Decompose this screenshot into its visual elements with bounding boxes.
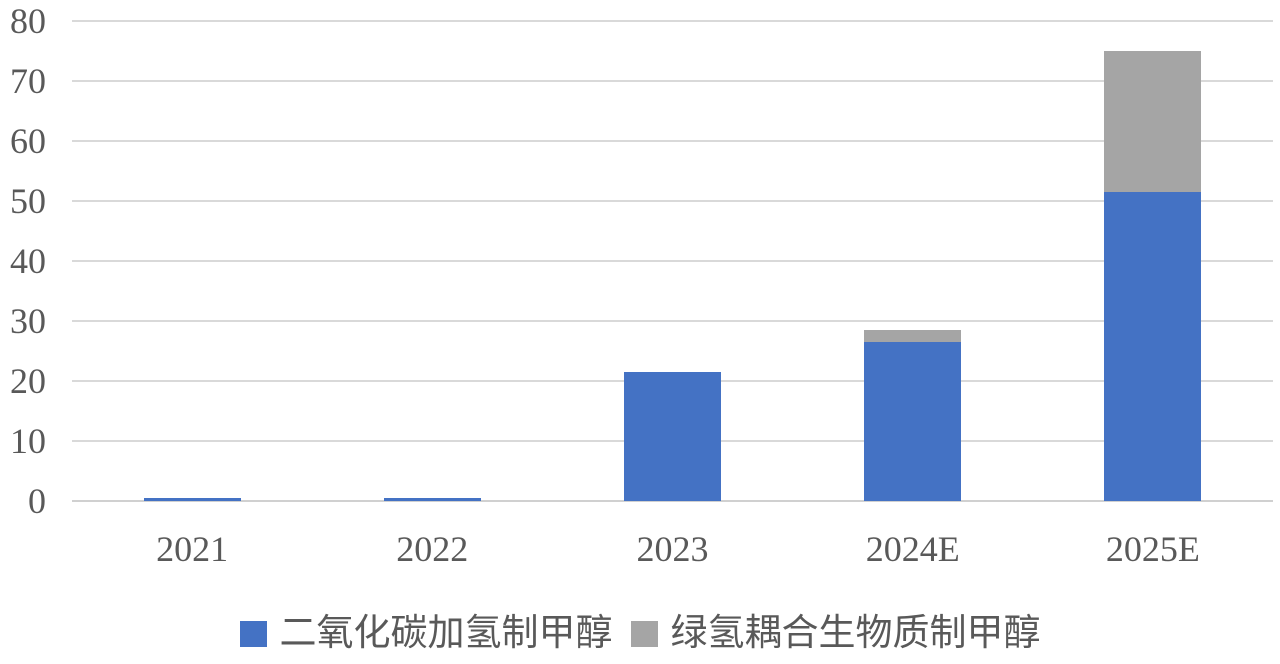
y-axis-label-70: 70	[10, 61, 46, 101]
legend-item-series1: 绿氢耦合生物质制甲醇	[630, 604, 1041, 664]
bar-2023	[624, 372, 721, 501]
y-axis-label-80: 80	[10, 1, 46, 41]
plot-area	[72, 20, 1273, 502]
x-axis-label-2022: 2022	[396, 529, 469, 569]
gridline-y70	[72, 80, 1273, 82]
bar-segment-2023-series0	[624, 372, 721, 501]
bar-segment-2022-series0	[383, 498, 481, 501]
x-axis-label-2021: 2021	[156, 529, 229, 569]
bar-segment-2025E-series1	[1104, 51, 1202, 192]
gridline-y0	[72, 500, 1273, 502]
y-axis-label-0: 0	[28, 481, 46, 521]
y-axis-label-20: 20	[10, 361, 46, 401]
bar-segment-2021-series0	[143, 498, 241, 501]
bar-2022	[383, 498, 481, 501]
bar-2025E	[1104, 51, 1202, 501]
bar-segment-2025E-series0	[1104, 192, 1202, 501]
y-axis-label-10: 10	[10, 421, 46, 461]
gridline-y80	[72, 20, 1273, 22]
x-axis-label-2025E: 2025E	[1105, 529, 1200, 569]
legend-label-series1: 绿氢耦合生物质制甲醇	[670, 613, 1041, 654]
x-axis-label-2023: 2023	[636, 529, 709, 569]
legend-swatch-icon	[239, 621, 267, 647]
legend-item-series0: 二氧化碳加氢制甲醇	[239, 604, 613, 664]
gridline-y60	[72, 140, 1273, 142]
legend-swatch-icon	[630, 621, 658, 647]
bar-segment-2024E-series0	[864, 342, 962, 501]
y-axis-label-50: 50	[10, 181, 46, 221]
bar-2024E	[864, 330, 962, 501]
y-axis-label-60: 60	[10, 121, 46, 161]
gridline-y50	[72, 200, 1273, 202]
legend-label-series0: 二氧化碳加氢制甲醇	[279, 613, 613, 654]
y-axis-label-30: 30	[10, 301, 46, 341]
bar-2021	[143, 498, 241, 501]
bar-segment-2024E-series1	[864, 330, 962, 342]
gridline-y30	[72, 320, 1273, 322]
y-axis-label-40: 40	[10, 241, 46, 281]
gridline-y40	[72, 260, 1273, 262]
legend: 二氧化碳加氢制甲醇 绿氢耦合生物质制甲醇	[0, 604, 1280, 664]
x-axis-label-2024E: 2024E	[865, 529, 960, 569]
